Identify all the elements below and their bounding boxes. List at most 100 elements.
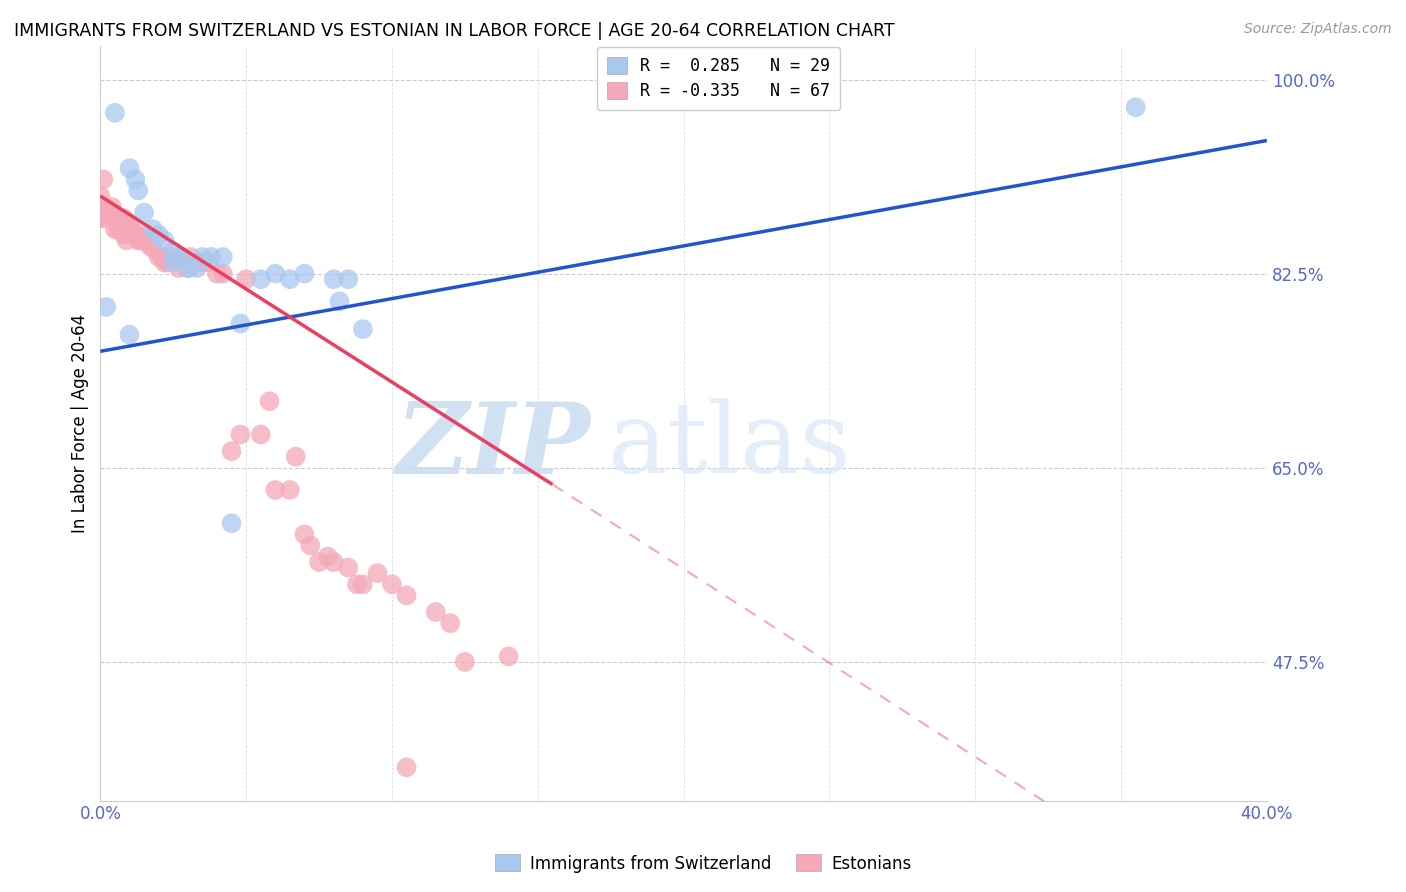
Point — [221, 516, 243, 531]
Point — [186, 255, 208, 269]
Point — [221, 444, 243, 458]
Point — [142, 222, 165, 236]
Point — [124, 226, 146, 240]
Point — [278, 272, 301, 286]
Point — [328, 294, 350, 309]
Legend: R =  0.285   N = 29, R = -0.335   N = 67: R = 0.285 N = 29, R = -0.335 N = 67 — [598, 47, 841, 110]
Point — [211, 267, 233, 281]
Point — [316, 549, 339, 564]
Point — [107, 222, 129, 236]
Point — [284, 450, 307, 464]
Point — [98, 205, 121, 219]
Point — [278, 483, 301, 497]
Point — [205, 267, 228, 281]
Point — [425, 605, 447, 619]
Point — [112, 211, 135, 226]
Point — [107, 211, 129, 226]
Point — [381, 577, 404, 591]
Point — [498, 649, 520, 664]
Point — [186, 261, 208, 276]
Point — [136, 233, 159, 247]
Point — [118, 222, 141, 236]
Point — [115, 233, 138, 247]
Point — [322, 272, 344, 286]
Point — [162, 244, 184, 259]
Point — [249, 427, 271, 442]
Point — [229, 317, 252, 331]
Point — [454, 655, 477, 669]
Point — [259, 394, 281, 409]
Point — [191, 255, 214, 269]
Point — [395, 588, 418, 602]
Point — [104, 222, 127, 236]
Point — [162, 250, 184, 264]
Point — [299, 538, 322, 552]
Point — [127, 230, 149, 244]
Point — [150, 250, 173, 264]
Point — [153, 255, 176, 269]
Point — [118, 161, 141, 176]
Point — [110, 217, 132, 231]
Point — [366, 566, 388, 581]
Point — [127, 233, 149, 247]
Point — [200, 250, 222, 264]
Point — [249, 272, 271, 286]
Point — [346, 577, 368, 591]
Point — [294, 267, 316, 281]
Point — [148, 250, 170, 264]
Point — [96, 205, 118, 219]
Point — [170, 250, 193, 264]
Point — [148, 227, 170, 242]
Point — [180, 250, 202, 264]
Point — [1125, 100, 1147, 114]
Point — [89, 189, 111, 203]
Text: ZIP: ZIP — [395, 398, 591, 494]
Point — [132, 230, 155, 244]
Point — [101, 200, 124, 214]
Point — [352, 577, 374, 591]
Point — [191, 250, 214, 264]
Point — [162, 255, 184, 269]
Legend: Immigrants from Switzerland, Estonians: Immigrants from Switzerland, Estonians — [488, 847, 918, 880]
Point — [177, 261, 200, 276]
Text: IMMIGRANTS FROM SWITZERLAND VS ESTONIAN IN LABOR FORCE | AGE 20-64 CORRELATION C: IMMIGRANTS FROM SWITZERLAND VS ESTONIAN … — [14, 22, 894, 40]
Point — [156, 255, 179, 269]
Point — [104, 211, 127, 226]
Point — [127, 184, 149, 198]
Point — [337, 272, 360, 286]
Point — [89, 211, 111, 226]
Point — [115, 222, 138, 236]
Point — [294, 527, 316, 541]
Point — [89, 200, 111, 214]
Point — [118, 217, 141, 231]
Point — [439, 616, 461, 631]
Point — [142, 241, 165, 255]
Point — [229, 427, 252, 442]
Point — [91, 211, 114, 226]
Point — [129, 233, 152, 247]
Point — [153, 233, 176, 247]
Point — [352, 322, 374, 336]
Point — [118, 327, 141, 342]
Point — [110, 222, 132, 236]
Point — [91, 172, 114, 186]
Point — [264, 267, 287, 281]
Point — [112, 227, 135, 242]
Point — [96, 300, 118, 314]
Text: atlas: atlas — [607, 398, 851, 494]
Point — [104, 105, 127, 120]
Point — [177, 261, 200, 276]
Text: Source: ZipAtlas.com: Source: ZipAtlas.com — [1244, 22, 1392, 37]
Point — [197, 255, 219, 269]
Point — [211, 250, 233, 264]
Point — [395, 760, 418, 774]
Point — [139, 239, 162, 253]
Point — [322, 555, 344, 569]
Point — [132, 205, 155, 219]
Point — [308, 555, 330, 569]
Point — [170, 250, 193, 264]
Point — [235, 272, 257, 286]
Point — [124, 172, 146, 186]
Point — [337, 560, 360, 574]
Y-axis label: In Labor Force | Age 20-64: In Labor Force | Age 20-64 — [72, 314, 89, 533]
